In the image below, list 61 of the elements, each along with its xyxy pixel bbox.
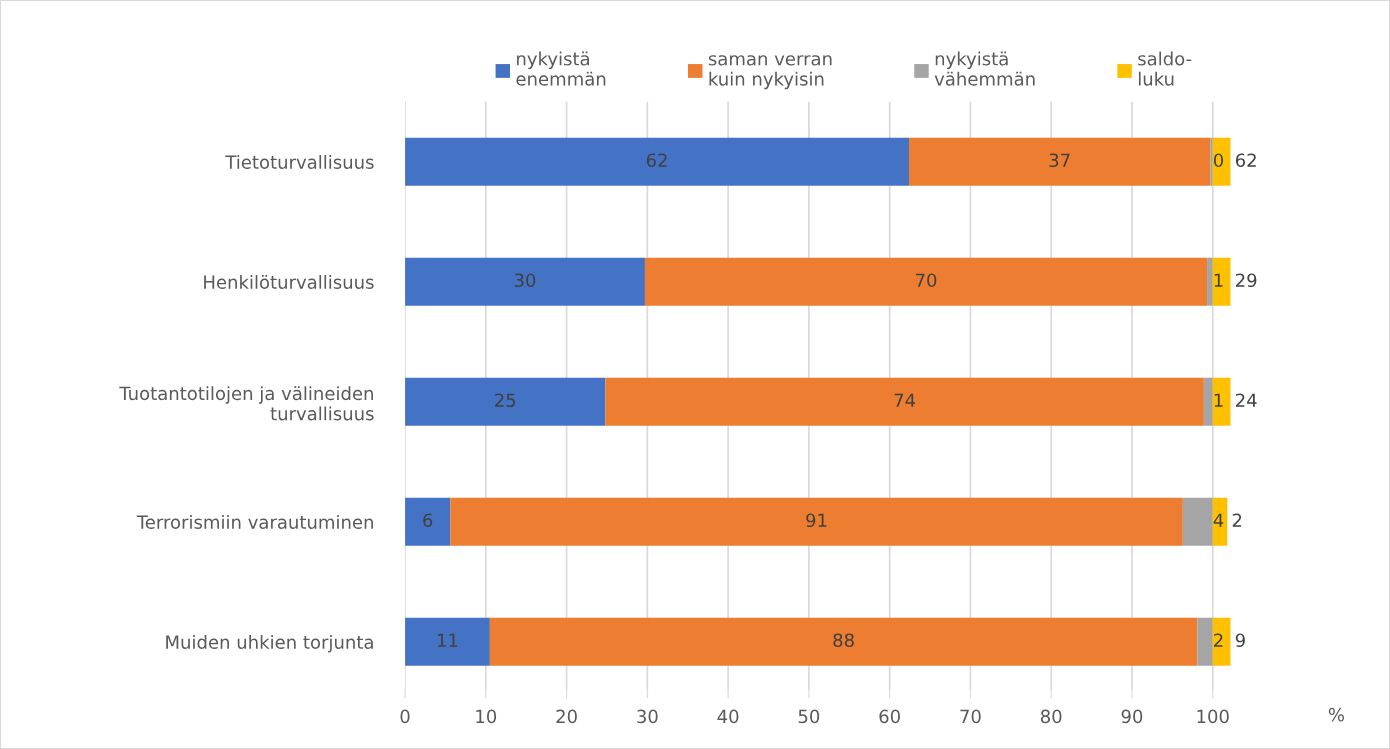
- data-label: 4: [1213, 513, 1224, 527]
- legend-label: nykyistä vähemmän: [934, 51, 1035, 86]
- bar: [1203, 377, 1213, 426]
- data-label: 37: [1049, 153, 1070, 168]
- x-tick-label: 0: [400, 709, 410, 724]
- bar: [405, 257, 645, 306]
- x-tick-label: 100: [1197, 709, 1229, 724]
- text: 62: [1235, 153, 1256, 168]
- bar: [1197, 617, 1213, 666]
- bar: [450, 497, 1183, 546]
- bar: [1207, 257, 1213, 306]
- data-label: 88: [833, 633, 854, 648]
- legend-label: saman verran kuin nykyisin: [708, 55, 832, 90]
- data-label: 6: [423, 513, 433, 528]
- data-label: 1: [1214, 393, 1223, 407]
- data-label: 0: [1213, 153, 1224, 168]
- data-label: 30: [514, 273, 536, 288]
- x-tick-label: 10: [476, 709, 497, 724]
- text: %: [1328, 707, 1344, 722]
- x-tick-label: 30: [637, 709, 658, 724]
- bar: [489, 617, 1198, 666]
- text: 29: [1236, 273, 1257, 288]
- bar: [909, 137, 1211, 186]
- bar: [1210, 137, 1213, 186]
- bar: [1212, 497, 1228, 546]
- x-tick-label: 40: [717, 709, 739, 724]
- bar: [1212, 377, 1231, 426]
- data-label: 11: [437, 633, 458, 647]
- legend-label: nykyistä enemmän: [516, 51, 606, 86]
- data-label: 62: [646, 153, 667, 168]
- y-tick-label: Muiden uhkien torjunta: [166, 634, 373, 653]
- data-label: 70: [916, 273, 937, 288]
- bar: [405, 617, 490, 666]
- bar: [605, 377, 1204, 426]
- bar: [405, 497, 451, 546]
- bar: [1182, 497, 1213, 546]
- x-tick-label: 20: [556, 709, 577, 724]
- legend-label: saldo- luku: [1138, 51, 1192, 86]
- x-tick-label: 50: [798, 709, 820, 724]
- bar: [644, 257, 1208, 306]
- text: 9: [1235, 633, 1245, 648]
- bar: [1212, 137, 1231, 186]
- x-tick-label: 90: [1121, 709, 1143, 724]
- y-tick-label: Henkilöturvallisuus: [204, 274, 374, 289]
- data-label: 25: [495, 393, 516, 408]
- x-tick-label: 60: [879, 709, 900, 724]
- y-tick-label: Tuotantotilojen ja välineiden turvallisuus: [119, 386, 374, 421]
- bar: [1212, 257, 1231, 306]
- text: 24: [1236, 393, 1257, 407]
- data-label: 2: [1214, 633, 1223, 647]
- y-tick-label: Tietoturvallisuus: [225, 155, 374, 169]
- x-tick-label: 70: [960, 709, 981, 724]
- annotation: 2: [1232, 513, 1242, 527]
- x-tick-label: 80: [1040, 709, 1062, 724]
- y-tick-label: Terrorismiin varautuminen: [136, 514, 373, 529]
- data-label: 1: [1214, 273, 1223, 287]
- data-label: 74: [894, 393, 916, 407]
- bar: [405, 137, 910, 186]
- bar: [1212, 617, 1231, 666]
- bar: [405, 377, 606, 426]
- data-label: 91: [806, 513, 827, 528]
